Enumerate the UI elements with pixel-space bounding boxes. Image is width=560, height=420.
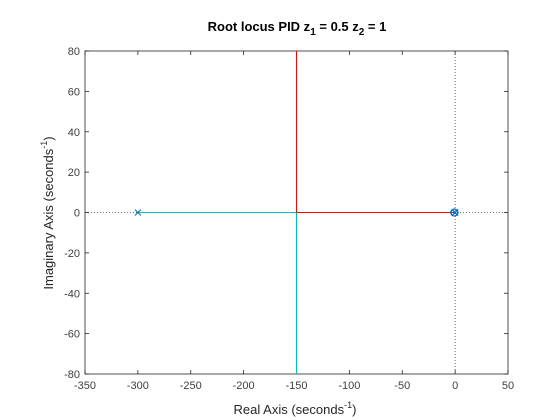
y-tick-label: -20 <box>64 248 80 260</box>
x-axis-label-sup: -1 <box>344 400 352 410</box>
y-axis-label-close: ) <box>41 136 56 140</box>
y-axis-label-sup: -1 <box>39 141 49 149</box>
y-tick-label: -80 <box>64 369 80 381</box>
y-tick-label: 80 <box>68 46 80 58</box>
title-sub1: 1 <box>310 27 316 38</box>
x-tick-label: -250 <box>180 380 202 392</box>
title-middle: = 0.5 z <box>316 19 359 34</box>
y-tick-label: 40 <box>68 127 80 139</box>
y-axis-label: Imaginary Axis (seconds-1) <box>39 136 56 289</box>
x-tick-label: 0 <box>452 380 458 392</box>
x-axis-label: Real Axis (seconds-1) <box>234 400 357 417</box>
y-tick-label: 60 <box>68 86 80 98</box>
y-tick-label: -60 <box>64 329 80 341</box>
title-prefix: Root locus PID z <box>208 19 311 34</box>
y-tick-label: 20 <box>68 167 80 179</box>
y-axis-label-text: Imaginary Axis (seconds <box>41 148 56 289</box>
x-tick-label: -350 <box>74 380 96 392</box>
title-sub2: 2 <box>359 27 365 38</box>
x-tick-label: -50 <box>394 380 410 392</box>
plot-area: -350 -300 -250 -200 -150 -100 -50 0 50-80-60-40-… <box>64 46 514 392</box>
chart-title: Root locus PID z1 = 0.5 z2 = 1 <box>208 19 387 38</box>
x-tick-label: -150 <box>285 380 307 392</box>
x-tick-label: 50 <box>502 380 514 392</box>
zero-marker <box>450 208 459 217</box>
pole-marker <box>134 209 142 216</box>
x-axis-label-text: Real Axis (seconds <box>234 402 345 417</box>
x-tick-label: -100 <box>338 380 360 392</box>
x-tick-label: -200 <box>233 380 255 392</box>
y-tick-label: -40 <box>64 288 80 300</box>
y-tick-label: 0 <box>74 208 80 220</box>
x-tick-label: -300 <box>127 380 149 392</box>
x-axis-label-close: ) <box>352 402 356 417</box>
title-suffix: = 1 <box>364 19 386 34</box>
